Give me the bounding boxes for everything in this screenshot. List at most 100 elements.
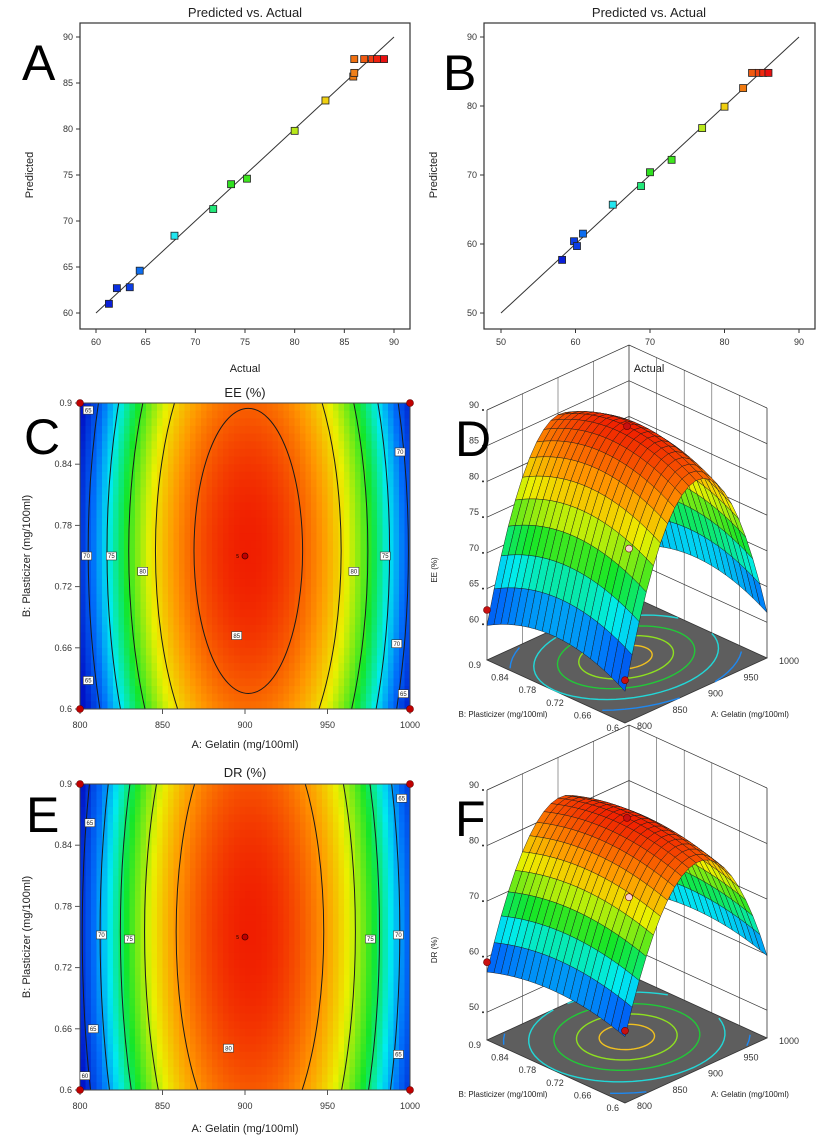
heat-cell (195, 1051, 202, 1060)
heat-cell (107, 410, 114, 419)
heat-cell (278, 571, 285, 580)
heat-cell (206, 952, 213, 961)
heat-cell (278, 990, 285, 999)
heat-cell (388, 586, 395, 595)
heat-cell (239, 594, 246, 603)
heat-cell (382, 586, 389, 595)
heat-cell (184, 632, 191, 641)
heat-cell (168, 578, 175, 588)
heat-cell (261, 548, 268, 557)
heat-cell (300, 1036, 307, 1045)
heat-cell (146, 952, 153, 961)
heat-cell (135, 502, 142, 511)
heat-cell (129, 814, 136, 823)
heat-cell (157, 403, 164, 412)
heat-cell (300, 1059, 307, 1068)
heat-cell (157, 1013, 164, 1022)
heat-cell (217, 418, 224, 427)
heat-cell (338, 829, 345, 839)
heat-cell (311, 1044, 318, 1053)
heat-cell (80, 655, 87, 664)
heat-cell (393, 410, 400, 419)
heat-cell (355, 464, 362, 473)
heat-cell (278, 906, 285, 915)
heat-cell (267, 418, 274, 427)
heat-cell (118, 533, 125, 542)
heat-cell (118, 1059, 125, 1068)
heat-cell (140, 814, 147, 823)
heat-cell (217, 1013, 224, 1022)
heat-cell (85, 975, 92, 984)
heat-cell (80, 640, 87, 649)
heat-cell (157, 663, 164, 672)
y-tick-label: 60 (467, 239, 477, 249)
heat-cell (113, 829, 120, 839)
heat-cell (311, 1051, 318, 1060)
heat-cell (135, 1005, 142, 1015)
heat-cell (85, 829, 92, 839)
heat-cell (344, 1044, 351, 1053)
heat-cell (305, 433, 312, 442)
heat-cell (124, 998, 131, 1007)
heat-cell (162, 921, 169, 930)
heat-cell (399, 571, 406, 580)
heat-cell (333, 663, 340, 672)
heat-cell (272, 1051, 279, 1060)
heat-cell (289, 806, 296, 816)
heat-cell (344, 578, 351, 588)
heat-cell (129, 433, 136, 442)
heat-cell (267, 982, 274, 992)
heat-cell (223, 403, 230, 412)
heat-cell (129, 441, 136, 450)
heat-cell (212, 1044, 219, 1053)
heat-cell (388, 601, 395, 611)
heat-cell (338, 663, 345, 672)
heat-cell (113, 448, 120, 458)
heat-cell (124, 1005, 131, 1015)
heat-cell (135, 1067, 142, 1076)
heat-cell (344, 448, 351, 458)
heat-cell (80, 829, 87, 839)
heat-cell (157, 701, 164, 709)
heat-cell (316, 479, 323, 488)
heat-cell (228, 829, 235, 839)
heat-cell (146, 929, 153, 938)
heat-cell (333, 806, 340, 816)
heat-cell (113, 701, 120, 709)
y-tick-label: 0.84 (54, 459, 72, 469)
heat-cell (289, 1021, 296, 1030)
heat-cell (96, 1044, 103, 1053)
heat-cell (113, 670, 120, 679)
heat-cell (404, 678, 410, 687)
heat-cell (349, 586, 356, 595)
heat-cell (272, 502, 279, 511)
heat-cell (344, 647, 351, 657)
heat-cell (250, 891, 257, 900)
heat-cell (344, 1028, 351, 1038)
heat-cell (212, 418, 219, 427)
heat-cell (217, 487, 224, 496)
heat-cell (146, 563, 153, 572)
heat-cell (300, 921, 307, 930)
heat-cell (399, 563, 406, 572)
heat-cell (311, 806, 318, 816)
heat-cell (212, 540, 219, 549)
heat-cell (118, 517, 125, 526)
heat-cell (173, 860, 180, 869)
heat-cell (146, 906, 153, 915)
heat-cell (399, 617, 406, 626)
heat-cell (267, 1021, 274, 1030)
heat-cell (173, 647, 180, 657)
heat-cell (201, 975, 208, 984)
heat-cell (135, 464, 142, 473)
heat-cell (294, 586, 301, 595)
heat-cell (311, 586, 318, 595)
heat-cell (113, 937, 120, 946)
heat-cell (162, 403, 169, 412)
heat-cell (355, 433, 362, 442)
heat-cell (294, 929, 301, 938)
heat-cell (85, 806, 92, 816)
contour-line (128, 403, 369, 709)
heat-cell (157, 944, 164, 953)
heat-cell (256, 829, 263, 839)
